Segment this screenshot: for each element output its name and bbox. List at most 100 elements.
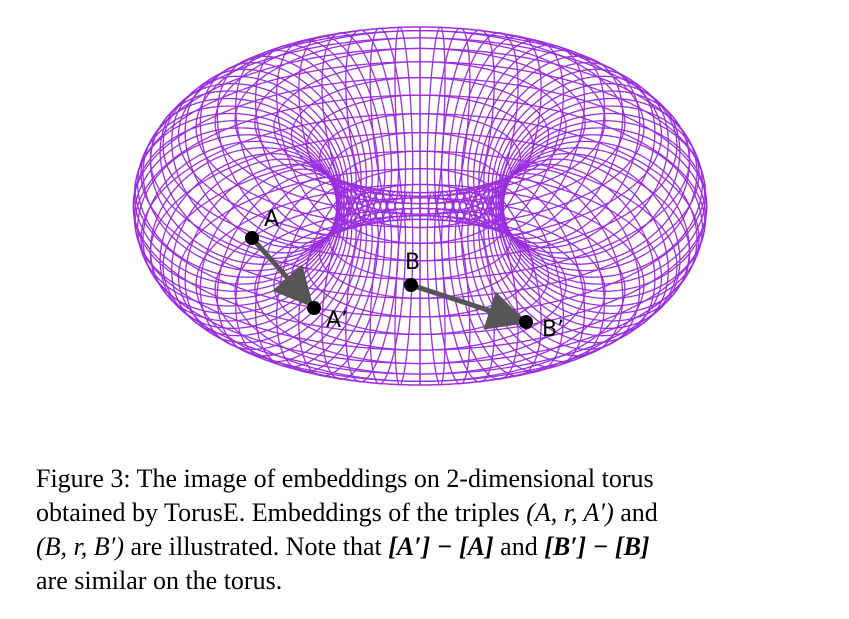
mesh-segment (661, 134, 668, 139)
mesh-segment (434, 41, 437, 45)
mesh-segment (478, 67, 483, 74)
mesh-segment (539, 107, 542, 114)
mesh-segment (296, 269, 303, 275)
mesh-segment (347, 363, 350, 367)
mesh-segment (356, 150, 360, 157)
mesh-segment (512, 239, 518, 246)
mesh-segment (353, 138, 357, 145)
mesh-segment (275, 199, 281, 205)
mesh-segment (276, 299, 279, 306)
mesh-segment (208, 287, 216, 291)
mesh-segment (244, 303, 251, 306)
mesh-segment (595, 211, 602, 217)
mesh-segment (502, 85, 507, 92)
mesh-segment (575, 86, 582, 90)
mesh-segment (267, 284, 275, 288)
mesh-segment (600, 206, 606, 213)
mesh-segment (215, 288, 222, 292)
mesh-segment (391, 53, 395, 59)
mesh-segment (596, 142, 600, 150)
mesh-segment (144, 173, 149, 180)
mesh-segment (339, 123, 344, 131)
mesh-segment (267, 124, 275, 128)
mesh-segment (467, 109, 470, 116)
mesh-segment (566, 232, 573, 237)
mesh-segment (481, 166, 485, 173)
mesh-segment (330, 121, 336, 128)
mesh-segment (211, 271, 219, 275)
mesh-segment (242, 113, 249, 116)
mesh-segment (385, 116, 388, 123)
mesh-segment (288, 160, 293, 167)
mesh-segment (375, 325, 379, 332)
mesh-segment (435, 120, 438, 128)
mesh-segment (198, 164, 205, 169)
mesh-segment (283, 69, 289, 73)
mesh-segment (511, 133, 515, 141)
mesh-segment (513, 243, 518, 249)
mesh-segment (451, 79, 454, 86)
mesh-segment (473, 160, 476, 167)
mesh-segment (630, 158, 635, 165)
mesh-segment (363, 251, 366, 258)
mesh-segment (679, 195, 683, 202)
mesh-segment (359, 237, 362, 244)
mesh-segment (363, 127, 367, 135)
mesh-segment (489, 141, 493, 148)
mesh-segment (502, 112, 508, 119)
mesh-segment (574, 249, 581, 252)
mesh-segment (458, 54, 462, 60)
mesh-segment (293, 93, 300, 99)
mesh-segment (238, 211, 245, 217)
mesh-segment (315, 256, 321, 263)
mesh-segment (633, 230, 640, 236)
mesh-segment (176, 166, 182, 172)
mesh-segment (362, 257, 365, 264)
mesh-segment (221, 143, 229, 147)
mesh-segment (560, 73, 564, 80)
mesh-segment (515, 108, 518, 116)
mesh-segment (551, 104, 558, 109)
mesh-segment (276, 84, 283, 89)
mesh-segment (449, 42, 452, 47)
mesh-segment (365, 56, 369, 62)
mesh-segment (567, 268, 574, 271)
mesh-segment (257, 300, 264, 304)
mesh-segment (159, 204, 164, 211)
mesh-segment (270, 317, 277, 322)
mesh-segment (562, 251, 569, 254)
mesh-segment (301, 188, 306, 194)
mesh-segment (273, 164, 280, 168)
mesh-segment (654, 266, 661, 272)
mesh-segment (277, 337, 280, 343)
mesh-segment (651, 99, 658, 104)
mesh-segment (467, 158, 470, 165)
mesh-segment (671, 265, 678, 271)
mesh-segment (593, 83, 600, 86)
mesh-segment (397, 78, 400, 85)
mesh-segment (205, 211, 211, 218)
mesh-segment (142, 227, 145, 234)
mesh-segment (248, 163, 255, 167)
mesh-segment (304, 313, 311, 319)
mesh-segment (163, 255, 170, 261)
mesh-segment (515, 154, 521, 160)
mesh-segment (512, 127, 516, 134)
mesh-segment (327, 198, 332, 203)
mesh-segment (605, 247, 612, 252)
mesh-segment (638, 129, 641, 135)
torus-illustration: A A’ B B’ (132, 26, 708, 386)
mesh-segment (302, 326, 309, 332)
mesh-segment (373, 43, 377, 48)
mesh-segment (373, 146, 377, 154)
mesh-segment (309, 345, 315, 350)
mesh-segment (371, 42, 374, 47)
mesh-segment (305, 127, 312, 134)
mesh-segment (292, 186, 298, 191)
mesh-segment (621, 271, 629, 275)
mesh-segment (550, 47, 554, 52)
mesh-segment (308, 123, 315, 129)
mesh-segment (571, 116, 579, 120)
mesh-segment (437, 27, 440, 30)
mesh-segment (285, 131, 292, 136)
